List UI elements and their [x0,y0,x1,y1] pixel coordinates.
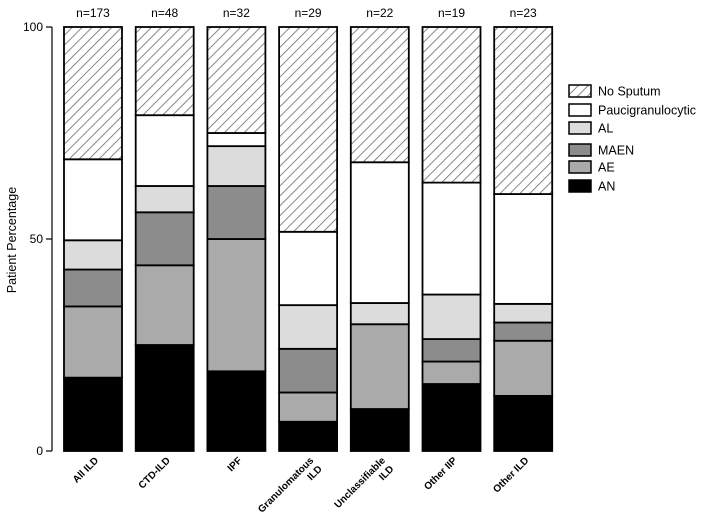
n-labels-group: n=173 n=48 n=32 n=29 n=22 n=19 n=23 [76,6,537,20]
bar-segment-no-sputum [206,26,267,134]
y-axis: 0 50 100 [23,20,53,458]
x-tick-label-line: Unclassifiable [333,455,389,511]
bar-segment-maen [421,338,482,363]
legend-label-maen: MAEN [598,144,634,158]
x-tick-label: UnclassifiableILD [333,455,397,519]
x-tick-label-line: CTD-ILD [137,455,173,491]
bar-segment-ae [63,305,123,379]
legend-swatch-paucigranulocytic [568,103,592,117]
bar-segment-an [421,383,482,452]
x-tick-label-line: Other IIP [422,455,459,492]
legend-swatch-no-sputum [568,84,592,98]
bar-segment-ae [493,339,554,397]
n-label: n=23 [510,6,537,20]
n-label: n=22 [366,6,393,20]
legend-swatch-an [568,179,592,193]
bar-segment-al [206,145,267,187]
bar-segment-no-sputum [63,26,123,161]
bar-segment-an [349,408,410,452]
x-tick-labels-group: All ILD CTD-ILD IPF GranulomatousILD Unclass… [71,455,531,524]
bar-segment-no-sputum [421,26,482,184]
n-label: n=29 [295,6,322,20]
y-tick-label: 100 [23,20,43,34]
bar-segment-al [134,185,195,214]
x-tick-label: CTD-ILD [137,455,173,491]
legend-label-no-sputum: No Sputum [598,85,661,99]
x-tick-label: IPF [226,455,245,474]
bar-segment-al [493,302,554,324]
bar-segment-paucigranulocytic [206,132,267,148]
bar-segment-maen [206,185,267,240]
bar-segment-maen [134,211,195,267]
bar-segment-an [63,376,123,452]
x-tick-label: Other IIP [422,455,459,492]
legend-swatch-al [568,121,592,135]
y-tick-label: 50 [30,232,44,246]
legend-label-an: AN [598,180,615,194]
bar-segment-al [421,293,482,340]
bar-segment-paucigranulocytic [134,114,195,187]
bar-segment-an [206,370,267,452]
bar-segment-al [278,304,339,350]
bar-segment-an [134,344,195,452]
bar-segment-ae [278,391,339,423]
bar-segment-maen [278,347,339,394]
bar-segment-maen [63,268,123,308]
bar-segment-an [493,394,554,452]
bar-segment-no-sputum [493,26,554,195]
legend-label-ae: AE [598,161,615,175]
x-tick-label: Other ILD [491,455,531,495]
bar-segment-ae [206,238,267,373]
bar-segment-an [278,420,339,452]
bar-segment-ae [349,323,410,410]
y-axis-label: Patient Percentage [5,187,19,293]
n-label: n=48 [151,6,178,20]
legend: No Sputum Paucigranulocytic AL MAEN AE AN [568,84,696,194]
n-label: n=173 [76,6,110,20]
bar-segment-ae [421,360,482,385]
legend-label-paucigranulocytic: Paucigranulocytic [598,104,696,118]
x-tick-label-line: Other ILD [491,455,531,495]
x-tick-label-line: All ILD [71,455,101,485]
bars-group [63,26,554,452]
bar-segment-maen [493,321,554,342]
bar-segment-paucigranulocytic [278,230,339,307]
x-tick-label: GranulomatousILD [256,455,325,524]
legend-swatch-maen [568,143,592,157]
bar-segment-paucigranulocytic [421,181,482,296]
n-label: n=32 [223,6,250,20]
bar-segment-paucigranulocytic [493,193,554,305]
y-tick-label: 0 [36,444,43,458]
x-tick-label-line: IPF [226,455,245,474]
x-tick-label: All ILD [71,455,101,485]
legend-swatch-ae [568,160,592,174]
n-label: n=19 [438,6,465,20]
bar-segment-paucigranulocytic [349,161,410,304]
bar-segment-ae [134,264,195,346]
bar-segment-no-sputum [349,26,410,164]
bar-segment-al [63,239,123,271]
bar-segment-no-sputum [134,26,195,117]
bar-segment-paucigranulocytic [63,158,123,242]
x-tick-label-line: Granulomatous [256,455,316,515]
legend-label-al: AL [598,122,613,136]
bar-segment-no-sputum [278,26,339,233]
bar-segment-al [349,302,410,326]
